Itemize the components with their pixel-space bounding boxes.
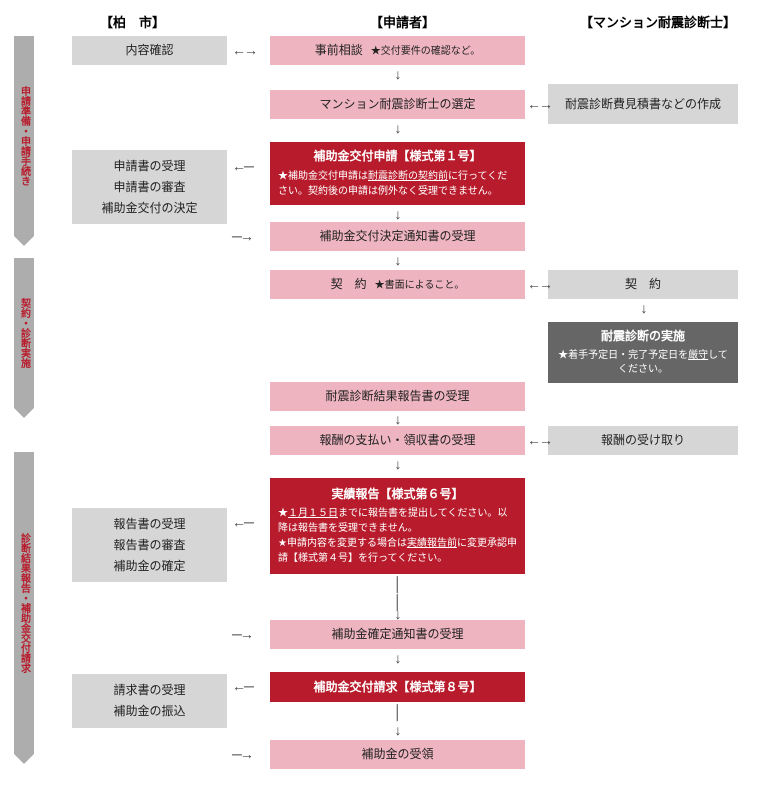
box-a5: 契 約 ★書面によること。 (270, 270, 525, 299)
box-line: 補助金の確定 (113, 558, 185, 575)
box-line: 申請書の受理 (113, 158, 185, 175)
box-line: 報告書の受理 (113, 516, 185, 533)
col-header-applicant: 【申請者】 (370, 12, 435, 31)
box-c4: 請求書の受理補助金の振込 (72, 674, 227, 728)
harrow-0: ←→ (232, 42, 256, 58)
harrow-8: ←─ (232, 678, 252, 694)
box-text: 補助金の受領 (361, 746, 433, 763)
box-note: ★交付要件の確認など。 (371, 45, 481, 59)
box-row: 契 約 (625, 276, 661, 293)
varrow-1: ↓ (388, 120, 408, 136)
phase-label-1: 契約・診断実施 (14, 258, 34, 408)
box-a9: 補助金確定通知書の受理 (270, 620, 525, 649)
box-row: 補助金の受領 (361, 746, 433, 763)
box-text: 事前相談 (315, 42, 363, 59)
box-row: 事前相談 ★交付要件の確認など。 (315, 42, 481, 59)
varrow-5: ↓ (388, 411, 408, 427)
box-title: 耐震診断の実施 (601, 328, 685, 345)
box-note: ★書面によること。 (375, 279, 465, 293)
harrow-7: ─→ (232, 626, 252, 642)
box-a6: 耐震診断結果報告書の受理 (270, 382, 525, 411)
box-text: 耐震診断結果報告書の受理 (325, 388, 469, 405)
box-row: 報酬の支払い・領収書の受理 (319, 432, 475, 449)
harrow-6: ←─ (232, 514, 252, 530)
box-line: 報告書の審査 (113, 537, 185, 554)
box-text: 契 約 (331, 276, 367, 293)
box-text: 報酬の支払い・領収書の受理 (319, 432, 475, 449)
harrow-2: ←─ (232, 158, 252, 174)
flowchart-container: 【柏 市】 【申請者】 【マンション耐震診断士】 申請準備・申請手続き契約・診断… (0, 0, 768, 797)
box-a2: マンション耐震診断士の選定 (270, 90, 525, 119)
box-a1: 事前相談 ★交付要件の確認など。 (270, 36, 525, 65)
box-c3: 報告書の受理報告書の審査補助金の確定 (72, 508, 227, 582)
box-text: 内容確認 (125, 42, 173, 59)
box-e3: 耐震診断の実施 ★着手予定日・完了予定日を厳守してください。 (548, 322, 738, 383)
phase-label-0: 申請準備・申請手続き (14, 36, 34, 236)
varrow-3: ↓ (388, 252, 408, 268)
varrow-7: │ (388, 576, 408, 592)
box-text: 契 約 (625, 276, 661, 293)
box-a10: 補助金交付請求【様式第８号】 (270, 672, 525, 702)
box-c2: 申請書の受理申請書の審査補助金交付の決定 (72, 150, 227, 224)
harrow-9: ─→ (232, 746, 252, 762)
box-e2: 契 約 (548, 270, 738, 299)
box-row: 契 約 ★書面によること。 (331, 276, 465, 293)
box-text: 報酬の受け取り (601, 432, 685, 449)
box-e1: 耐震診断費見積書などの作成 (548, 84, 738, 124)
box-a11: 補助金の受領 (270, 740, 525, 769)
box-row: 補助金交付決定通知書の受理 (319, 228, 475, 245)
box-a3: 補助金交付申請【様式第１号】 ★補助金交付申請は耐震診断の契約前に行ってください。… (270, 142, 525, 205)
box-text: マンション耐震診断士の選定 (319, 96, 475, 113)
box-row: 耐震診断費見積書などの作成 (565, 96, 721, 113)
box-title: 補助金交付申請【様式第１号】 (313, 148, 481, 165)
box-sub: ★着手予定日・完了予定日を厳守してください。 (556, 349, 730, 377)
varrow-4: ↓ (634, 300, 654, 316)
varrow-11: │ (388, 704, 408, 720)
box-row: マンション耐震診断士の選定 (319, 96, 475, 113)
box-line: 申請書の審査 (113, 179, 185, 196)
box-a8: 実績報告【様式第６号】 ★１月１５日までに報告書を提出してください。以降は報告書を… (270, 478, 525, 574)
box-line: 補助金交付の決定 (101, 200, 197, 217)
varrow-0: ↓ (388, 66, 408, 82)
harrow-5: ←→ (527, 432, 551, 448)
box-row: 耐震診断結果報告書の受理 (325, 388, 469, 405)
box-sub: ★１月１５日までに報告書を提出してください。以降は報告書を受理できません。★申請… (278, 506, 517, 566)
col-header-engineer: 【マンション耐震診断士】 (580, 12, 736, 31)
varrow-12: ↓ (388, 722, 408, 738)
phase-label-2: 診断結果報告・補助金交付請求 (14, 452, 34, 754)
box-e4: 報酬の受け取り (548, 426, 738, 455)
box-title: 補助金交付請求【様式第８号】 (313, 679, 481, 696)
harrow-4: ←→ (527, 276, 551, 292)
varrow-10: ↓ (388, 650, 408, 666)
box-title: 実績報告【様式第６号】 (331, 486, 463, 503)
varrow-9: ↓ (388, 606, 408, 622)
box-c1: 内容確認 (72, 36, 227, 65)
box-row: 補助金確定通知書の受理 (331, 626, 463, 643)
varrow-2: ↓ (388, 206, 408, 222)
box-text: 補助金交付決定通知書の受理 (319, 228, 475, 245)
box-line: 補助金の振込 (113, 703, 185, 720)
box-text: 補助金確定通知書の受理 (331, 626, 463, 643)
box-sub: ★補助金交付申請は耐震診断の契約前に行ってください。契約後の申請は例外なく受理で… (278, 169, 517, 199)
box-line: 請求書の受理 (113, 682, 185, 699)
varrow-6: ↓ (388, 456, 408, 472)
col-header-city: 【柏 市】 (100, 12, 165, 31)
box-row: 内容確認 (125, 42, 173, 59)
box-a7: 報酬の支払い・領収書の受理 (270, 426, 525, 455)
box-text: 耐震診断費見積書などの作成 (565, 96, 721, 113)
box-a4: 補助金交付決定通知書の受理 (270, 222, 525, 251)
harrow-3: ─→ (232, 228, 252, 244)
harrow-1: ←→ (527, 96, 551, 112)
box-row: 報酬の受け取り (601, 432, 685, 449)
